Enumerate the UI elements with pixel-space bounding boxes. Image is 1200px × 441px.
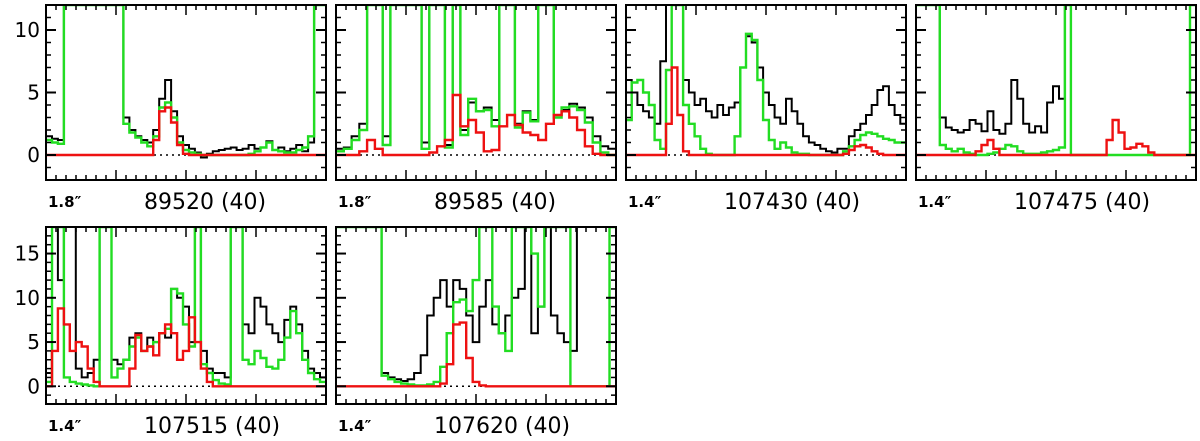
panel-6: 1.4″ 107620 (40) bbox=[335, 226, 617, 439]
model-line-spectrum bbox=[46, 106, 326, 157]
panel-frequency-label: 107430 (40) bbox=[724, 190, 860, 215]
panel-frequency-label: 107515 (40) bbox=[144, 414, 280, 439]
panel-3: 1.4″ 107430 (40) bbox=[625, 4, 907, 215]
model-total-spectrum bbox=[336, 5, 616, 157]
panels-group: 0 5 10 1.8″ 89520 (40) 1.8″ 89585 (40) 1.4″ 1074… bbox=[15, 4, 1197, 439]
y-tick-label: 0 bbox=[27, 143, 40, 167]
panel-frame bbox=[335, 4, 617, 181]
panel-frequency-label: 107475 (40) bbox=[1014, 190, 1150, 215]
plot-area bbox=[46, 5, 326, 159]
model-total-spectrum bbox=[336, 227, 616, 388]
observed-spectrum bbox=[46, 227, 326, 379]
y-tick-label: 0 bbox=[27, 374, 40, 398]
panel-5: 0 5 10 15 1.4″ 107515 (40) bbox=[15, 226, 327, 439]
panel-frequency-label: 89520 (40) bbox=[144, 190, 266, 215]
y-tick-label: 5 bbox=[27, 330, 40, 354]
model-line-spectrum bbox=[46, 307, 326, 388]
plot-area bbox=[336, 227, 616, 388]
model-line-spectrum bbox=[336, 93, 616, 157]
observed-spectrum bbox=[46, 5, 326, 159]
panel-frame bbox=[335, 226, 617, 405]
observed-spectrum bbox=[916, 5, 1196, 135]
observed-spectrum bbox=[626, 5, 906, 154]
model-total-spectrum bbox=[46, 5, 326, 157]
model-line-spectrum bbox=[336, 321, 616, 388]
y-tick-label: 15 bbox=[15, 242, 40, 266]
model-total-spectrum bbox=[626, 5, 906, 157]
panel-1: 0 5 10 1.8″ 89520 (40) bbox=[15, 4, 327, 215]
y-tick-label: 5 bbox=[27, 81, 40, 105]
panel-beam-label: 1.8″ bbox=[48, 193, 82, 211]
panel-2: 1.8″ 89585 (40) bbox=[335, 4, 617, 215]
plot-area bbox=[46, 227, 326, 388]
panel-beam-label: 1.4″ bbox=[918, 193, 952, 211]
panel-beam-label: 1.4″ bbox=[48, 417, 82, 435]
model-line-spectrum bbox=[626, 66, 906, 157]
model-line-spectrum bbox=[916, 118, 1196, 157]
panel-4: 1.4″ 107475 (40) bbox=[915, 4, 1197, 215]
observed-spectrum bbox=[336, 227, 616, 382]
panel-beam-label: 1.4″ bbox=[338, 417, 372, 435]
panel-beam-label: 1.4″ bbox=[628, 193, 662, 211]
panel-beam-label: 1.8″ bbox=[338, 193, 372, 211]
y-tick-label: 10 bbox=[15, 286, 40, 310]
y-tick-label: 10 bbox=[15, 18, 40, 42]
plot-area bbox=[626, 5, 906, 157]
panel-frequency-label: 107620 (40) bbox=[434, 414, 570, 439]
panel-frequency-label: 89585 (40) bbox=[434, 190, 556, 215]
plot-area bbox=[336, 5, 616, 157]
plot-area bbox=[916, 5, 1196, 157]
